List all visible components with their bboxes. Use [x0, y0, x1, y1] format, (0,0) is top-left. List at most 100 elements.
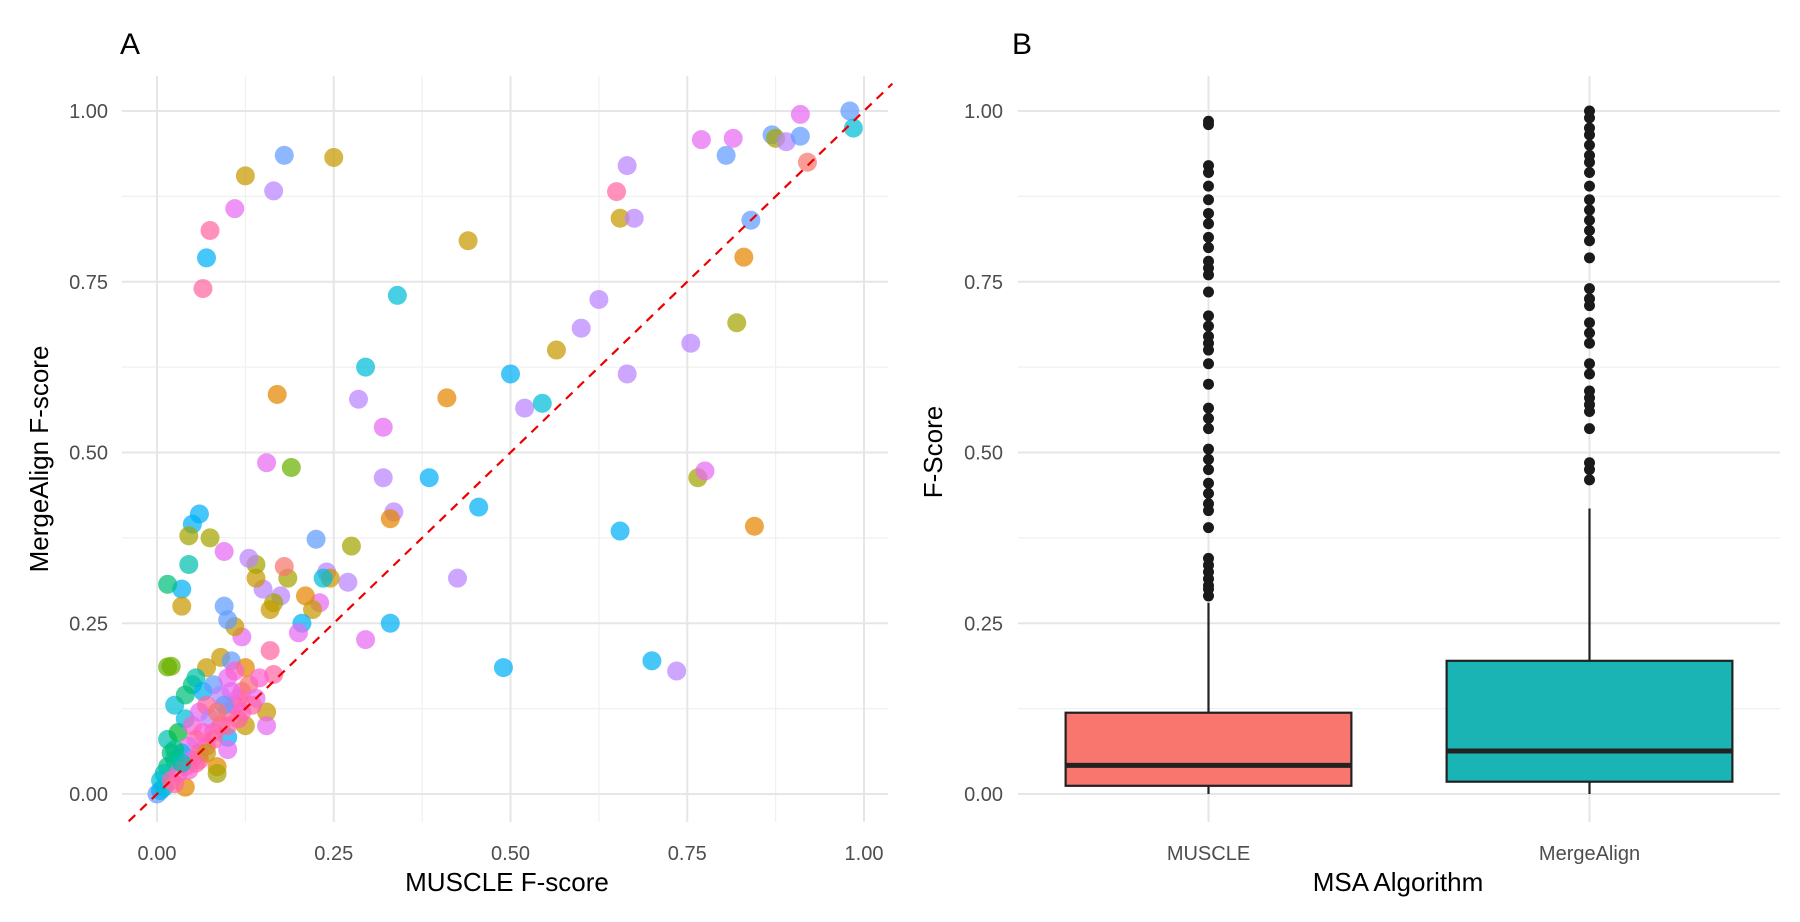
scatter-point	[274, 145, 294, 165]
scatter-point	[313, 568, 333, 588]
scatter-point	[667, 661, 687, 681]
outlier-point	[1584, 283, 1595, 295]
boxplot-y-axis-title: F-Score	[918, 406, 948, 498]
x-tick-label: 0.75	[668, 843, 707, 865]
scatter-point	[691, 130, 711, 150]
scatter-point	[257, 716, 277, 736]
scatter-panel: A 0.00 0.25 0.50 0.75 1.00 0.00 0.25 0.50 0.75 1…	[24, 28, 894, 897]
y-tick-label: 0.25	[69, 613, 108, 635]
outlier-point	[1584, 180, 1595, 192]
scatter-point	[356, 357, 376, 377]
y-tick-label: 0.75	[69, 272, 108, 294]
scatter-point	[172, 753, 192, 773]
scatter-point	[589, 290, 609, 310]
y-tick-label: 0.75	[964, 272, 1003, 294]
scatter-x-ticks: 0.00 0.25 0.50 0.75 1.00	[138, 843, 884, 865]
outlier-point	[1584, 317, 1595, 329]
x-tick-label: 1.00	[845, 843, 884, 865]
outlier-point	[1203, 477, 1214, 489]
outlier-point	[1584, 166, 1595, 178]
scatter-point	[681, 333, 701, 353]
outlier-point	[1203, 242, 1214, 254]
scatter-point	[306, 529, 326, 549]
outlier-point	[1203, 443, 1214, 455]
scatter-point	[727, 313, 747, 333]
scatter-point	[723, 128, 743, 148]
outlier-point	[1203, 218, 1214, 230]
scatter-point	[260, 641, 280, 661]
y-tick-label: 0.50	[69, 443, 108, 465]
outlier-point	[1584, 457, 1595, 469]
boxplot-panel: B 0.000.250.500.751.00 MUSCLE MergeAlign …	[918, 28, 1780, 897]
scatter-point	[228, 709, 248, 729]
scatter-point	[303, 600, 323, 620]
x-tick-label: 0.50	[491, 843, 530, 865]
scatter-point	[797, 152, 817, 172]
scatter-point	[642, 651, 662, 671]
outlier-point	[1584, 474, 1595, 486]
outlier-point	[1203, 207, 1214, 219]
outlier-point	[1584, 252, 1595, 264]
scatter-point	[617, 156, 637, 176]
scatter-point	[214, 596, 234, 616]
x-tick-label: 0.00	[138, 843, 177, 865]
scatter-point	[235, 166, 255, 186]
scatter-point	[250, 668, 270, 688]
y-tick-label: 1.00	[964, 101, 1003, 123]
outlier-point	[1584, 204, 1595, 216]
scatter-point	[610, 521, 630, 541]
scatter-point	[617, 364, 637, 384]
outlier-point	[1203, 115, 1214, 127]
scatter-point	[179, 555, 199, 575]
outlier-point	[1203, 423, 1214, 435]
scatter-point	[493, 658, 513, 678]
outlier-point	[1203, 378, 1214, 390]
scatter-point	[380, 613, 400, 633]
box-body	[1064, 711, 1353, 787]
panel-a-label: A	[120, 28, 140, 61]
x-tick-label: MergeAlign	[1539, 843, 1640, 865]
outlier-point	[1203, 552, 1214, 564]
scatter-point	[348, 389, 368, 409]
outlier-point	[1203, 464, 1214, 476]
scatter-point	[532, 393, 552, 413]
scatter-point	[437, 388, 457, 408]
scatter-points	[147, 101, 863, 804]
scatter-point	[200, 221, 220, 241]
outlier-point	[1584, 327, 1595, 339]
box-body	[1445, 659, 1734, 783]
scatter-point	[225, 199, 245, 219]
x-tick-label: MUSCLE	[1167, 843, 1250, 865]
outlier-point	[1203, 487, 1214, 499]
scatter-point	[624, 208, 644, 228]
box-mergealign	[1445, 105, 1734, 794]
scatter-point	[225, 661, 245, 681]
boxplot-x-ticks: MUSCLE MergeAlign	[1167, 843, 1640, 865]
outlier-point	[1203, 320, 1214, 332]
outlier-point	[1203, 330, 1214, 342]
scatter-y-axis-title: MergeAlign F-score	[24, 346, 54, 573]
scatter-point	[207, 764, 227, 784]
scatter-point	[546, 340, 566, 360]
scatter-point	[324, 147, 344, 167]
outlier-point	[1584, 122, 1595, 134]
outlier-point	[1584, 194, 1595, 206]
scatter-point	[469, 497, 489, 517]
scatter-point	[242, 695, 262, 715]
outlier-point	[1203, 498, 1214, 510]
scatter-point	[214, 542, 234, 562]
scatter-point	[239, 548, 259, 568]
scatter-point	[218, 740, 238, 760]
outlier-point	[1203, 522, 1214, 534]
scatter-point	[515, 398, 535, 418]
scatter-point	[843, 118, 863, 138]
scatter-point	[571, 318, 591, 338]
scatter-x-axis-title: MUSCLE F-score	[405, 867, 609, 897]
scatter-point	[274, 557, 294, 577]
scatter-point	[288, 623, 308, 643]
outlier-point	[1584, 235, 1595, 247]
outlier-point	[1203, 358, 1214, 370]
panel-b-label: B	[1012, 28, 1032, 61]
outlier-point	[1203, 453, 1214, 465]
